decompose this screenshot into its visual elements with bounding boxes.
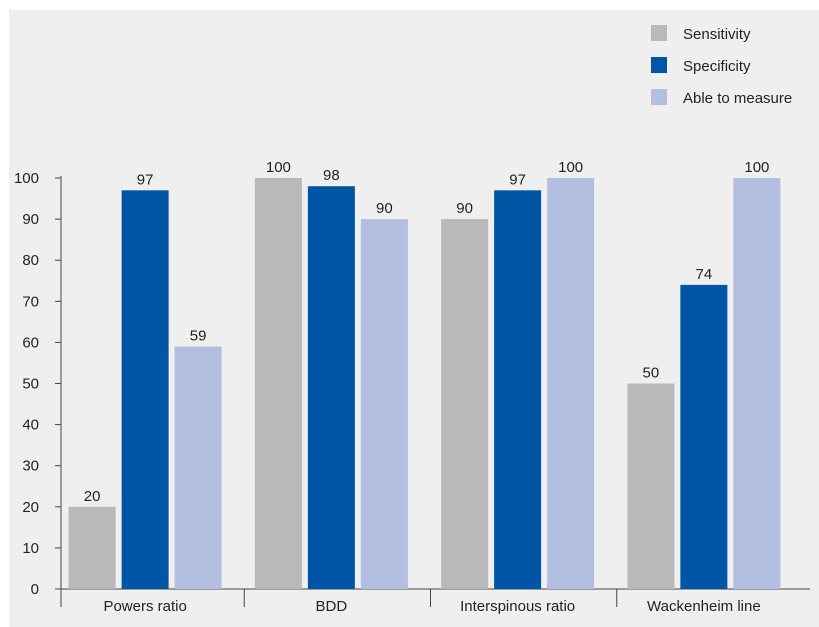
legend-label: Sensitivity <box>683 26 751 43</box>
data-label: 59 <box>190 328 207 345</box>
data-label: 100 <box>558 159 583 176</box>
bar <box>174 346 222 589</box>
data-label: 97 <box>509 171 526 188</box>
legend-label: Able to measure <box>683 90 792 107</box>
legend-swatch <box>651 57 667 73</box>
y-tick-label: 10 <box>22 540 39 557</box>
data-label: 20 <box>84 488 101 505</box>
bar <box>307 186 355 589</box>
y-tick-label: 0 <box>31 581 39 598</box>
bar <box>254 178 302 589</box>
data-label: 74 <box>696 266 713 283</box>
axes-group: 0 10 20 30 40 50 60 70 80 90 100 <box>14 170 810 607</box>
bar <box>680 284 728 589</box>
data-label: 50 <box>643 365 660 382</box>
data-label: 100 <box>266 159 291 176</box>
legend-swatch <box>651 89 667 105</box>
data-label: 98 <box>323 167 340 184</box>
bar <box>733 178 781 589</box>
data-label: 97 <box>137 171 154 188</box>
x-category-label: Interspinous ratio <box>460 598 575 615</box>
y-tick-label: 100 <box>14 170 39 187</box>
y-tick-label: 50 <box>22 376 39 393</box>
bar <box>360 219 408 589</box>
legend: Sensitivity Specificity Able to measure <box>651 25 792 107</box>
bar <box>627 383 675 589</box>
y-tick-label: 20 <box>22 499 39 516</box>
x-category-label: Powers ratio <box>103 598 186 615</box>
legend-label: Specificity <box>683 58 751 75</box>
y-tick-label: 60 <box>22 334 39 351</box>
y-tick-label: 80 <box>22 252 39 269</box>
data-label: 90 <box>376 200 393 217</box>
y-tick-label: 30 <box>22 458 39 475</box>
bar <box>121 190 169 589</box>
data-label: 100 <box>744 159 769 176</box>
y-tick-label: 90 <box>22 211 39 228</box>
labels-group: Powers ratio 20 97 59 BDD 100 98 90 Interspinous… <box>84 159 770 615</box>
bars-group <box>68 178 781 589</box>
y-tick-label: 40 <box>22 417 39 434</box>
bar <box>68 506 116 589</box>
bar <box>494 190 542 589</box>
data-label: 90 <box>456 200 473 217</box>
y-tick-label: 70 <box>22 293 39 310</box>
legend-swatch <box>651 25 667 41</box>
bar <box>441 219 489 589</box>
x-category-label: Wackenheim line <box>647 598 761 615</box>
x-category-label: BDD <box>316 598 348 615</box>
bar <box>547 178 595 589</box>
